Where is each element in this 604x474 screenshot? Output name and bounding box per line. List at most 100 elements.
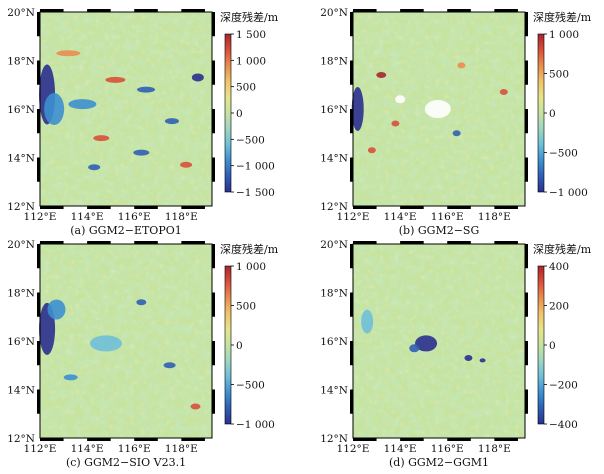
- x-tick-label: 116°E: [118, 211, 151, 223]
- frame-segment: [353, 206, 377, 209]
- colorbar-tick-label: −200: [549, 380, 578, 392]
- residual-anomaly: [415, 335, 438, 352]
- y-tick-label: 16°N: [7, 104, 35, 116]
- y-tick-label: 12°N: [320, 433, 348, 445]
- frame-segment: [350, 341, 353, 366]
- frame-segment: [447, 241, 471, 244]
- x-tick-label: 112°E: [24, 443, 57, 455]
- colorbar-tick-label: 1 000: [236, 55, 266, 67]
- x-tick-label: 118°E: [165, 211, 198, 223]
- frame-segment: [400, 438, 424, 441]
- frame-segment: [350, 12, 353, 37]
- y-tick-label: 12°N: [7, 433, 35, 445]
- frame-segment: [181, 438, 205, 441]
- colorbar-tick-label: 500: [549, 69, 569, 81]
- colorbar-title: 深度残差/m: [220, 10, 279, 24]
- frame-segment: [37, 389, 40, 414]
- residual-anomaly: [479, 358, 486, 363]
- colorbar-tick-label: −1 000: [549, 187, 588, 199]
- residual-anomaly: [499, 89, 508, 96]
- colorbar-tick-label: 0: [236, 108, 243, 120]
- y-tick-label: 18°N: [7, 56, 35, 68]
- panel-caption: (a) GGM2−ETOPO1: [70, 224, 182, 237]
- x-tick-label: 118°E: [165, 443, 198, 455]
- frame-segment: [37, 109, 40, 134]
- frame-segment: [37, 12, 40, 37]
- frame-segment: [212, 292, 215, 317]
- frame-segment: [350, 389, 353, 414]
- y-tick-label: 16°N: [320, 104, 348, 116]
- frame-segment: [212, 389, 215, 414]
- residual-anomaly: [136, 299, 147, 306]
- panel-caption: (d) GGM2−GGM1: [389, 456, 489, 469]
- frame-segment: [350, 292, 353, 317]
- frame-segment: [37, 60, 40, 85]
- frame-segment: [525, 12, 528, 37]
- residual-anomaly: [47, 299, 66, 320]
- frame-segment: [494, 9, 518, 12]
- residual-anomaly: [424, 100, 451, 118]
- frame-segment: [525, 244, 528, 269]
- frame-segment: [181, 206, 205, 209]
- map-texture-warm: [40, 244, 212, 438]
- residual-anomaly: [190, 403, 201, 410]
- frame-segment: [525, 157, 528, 182]
- residual-anomaly: [93, 135, 110, 142]
- colorbar-tick-label: 1 500: [236, 29, 266, 41]
- colorbar: [537, 33, 545, 193]
- residual-anomaly: [105, 76, 126, 83]
- frame-segment: [212, 157, 215, 182]
- frame-segment: [181, 241, 205, 244]
- frame-segment: [134, 438, 158, 441]
- colorbar-title: 深度残差/m: [533, 10, 592, 24]
- y-tick-label: 14°N: [7, 153, 35, 165]
- residual-anomaly: [395, 95, 406, 104]
- residual-anomaly: [361, 309, 374, 334]
- frame-segment: [525, 389, 528, 414]
- colorbar-tick-label: −1 000: [236, 161, 275, 173]
- y-tick-label: 20°N: [320, 7, 348, 19]
- frame-segment: [212, 341, 215, 366]
- x-tick-label: 118°E: [478, 443, 511, 455]
- frame-segment: [350, 244, 353, 269]
- residual-anomaly: [180, 161, 193, 168]
- frame-segment: [37, 244, 40, 269]
- colorbar-tick-label: 200: [549, 301, 569, 313]
- frame-segment: [212, 12, 215, 37]
- residual-anomaly: [56, 50, 81, 57]
- frame-segment: [353, 9, 377, 12]
- residual-anomaly: [191, 73, 204, 82]
- frame-segment: [212, 60, 215, 85]
- residual-anomaly: [68, 99, 97, 110]
- residual-anomaly: [391, 120, 400, 127]
- residual-anomaly: [367, 147, 376, 154]
- frame-segment: [400, 206, 424, 209]
- frame-segment: [447, 438, 471, 441]
- residual-anomaly: [163, 362, 176, 369]
- map-texture-warm: [353, 244, 525, 438]
- residual-anomaly: [88, 164, 101, 171]
- x-tick-label: 116°E: [118, 443, 151, 455]
- frame-segment: [37, 157, 40, 182]
- frame-segment: [40, 241, 64, 244]
- frame-segment: [87, 9, 111, 12]
- residual-anomaly: [63, 374, 78, 381]
- frame-segment: [40, 206, 64, 209]
- residual-anomaly: [164, 118, 179, 125]
- panel-caption: (c) GGM2−SIO V23.1: [66, 456, 186, 469]
- frame-segment: [447, 9, 471, 12]
- colorbar-tick-label: −500: [236, 380, 265, 392]
- y-tick-label: 18°N: [320, 288, 348, 300]
- y-tick-label: 12°N: [320, 201, 348, 213]
- x-tick-label: 114°E: [71, 211, 104, 223]
- colorbar-tick-label: −500: [236, 134, 265, 146]
- frame-segment: [350, 157, 353, 182]
- y-tick-label: 14°N: [320, 153, 348, 165]
- residual-anomaly: [409, 344, 420, 353]
- x-tick-label: 112°E: [337, 443, 370, 455]
- y-tick-label: 16°N: [7, 336, 35, 348]
